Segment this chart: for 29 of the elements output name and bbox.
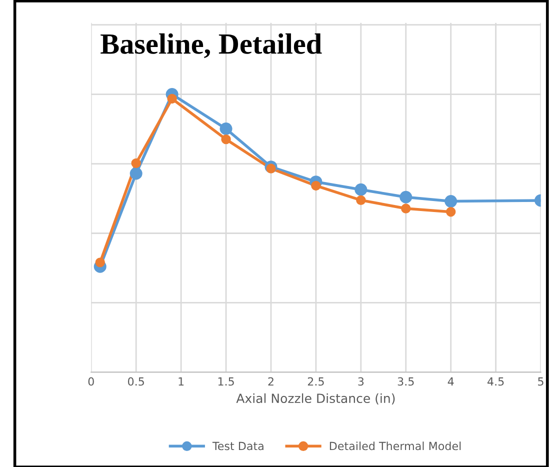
point bbox=[400, 190, 412, 204]
x-axis-title: Axial Nozzle Distance (in) bbox=[236, 393, 395, 405]
point bbox=[220, 122, 232, 136]
point bbox=[356, 195, 366, 206]
point bbox=[221, 134, 231, 144]
point bbox=[130, 167, 142, 180]
x-tick-label: 4.5 bbox=[488, 377, 504, 386]
x-tick-label: 0.5 bbox=[128, 377, 144, 386]
x-tick-label: 2.5 bbox=[308, 377, 324, 386]
point bbox=[446, 206, 456, 217]
legend-label: Detailed Thermal Model bbox=[330, 442, 461, 450]
x-tick-label: 1.5 bbox=[218, 377, 234, 386]
x-tick-label: 5 bbox=[538, 377, 544, 386]
point bbox=[401, 204, 411, 214]
point bbox=[167, 94, 177, 104]
x-tick-label: 0 bbox=[88, 377, 94, 386]
point bbox=[354, 183, 368, 196]
x-tick-label: 3.5 bbox=[398, 377, 414, 386]
point bbox=[95, 258, 105, 268]
chart-title: Baseline, Detailed bbox=[100, 33, 322, 58]
x-tick-label: 3 bbox=[358, 377, 364, 386]
x-tick-label: 2 bbox=[268, 377, 274, 386]
point bbox=[131, 158, 141, 168]
point bbox=[444, 195, 458, 208]
x-tick-label: 4 bbox=[448, 377, 454, 386]
legend-label: Test Data bbox=[212, 442, 264, 450]
point bbox=[311, 180, 321, 191]
point bbox=[266, 164, 276, 174]
x-tick-label: 1 bbox=[178, 377, 184, 386]
